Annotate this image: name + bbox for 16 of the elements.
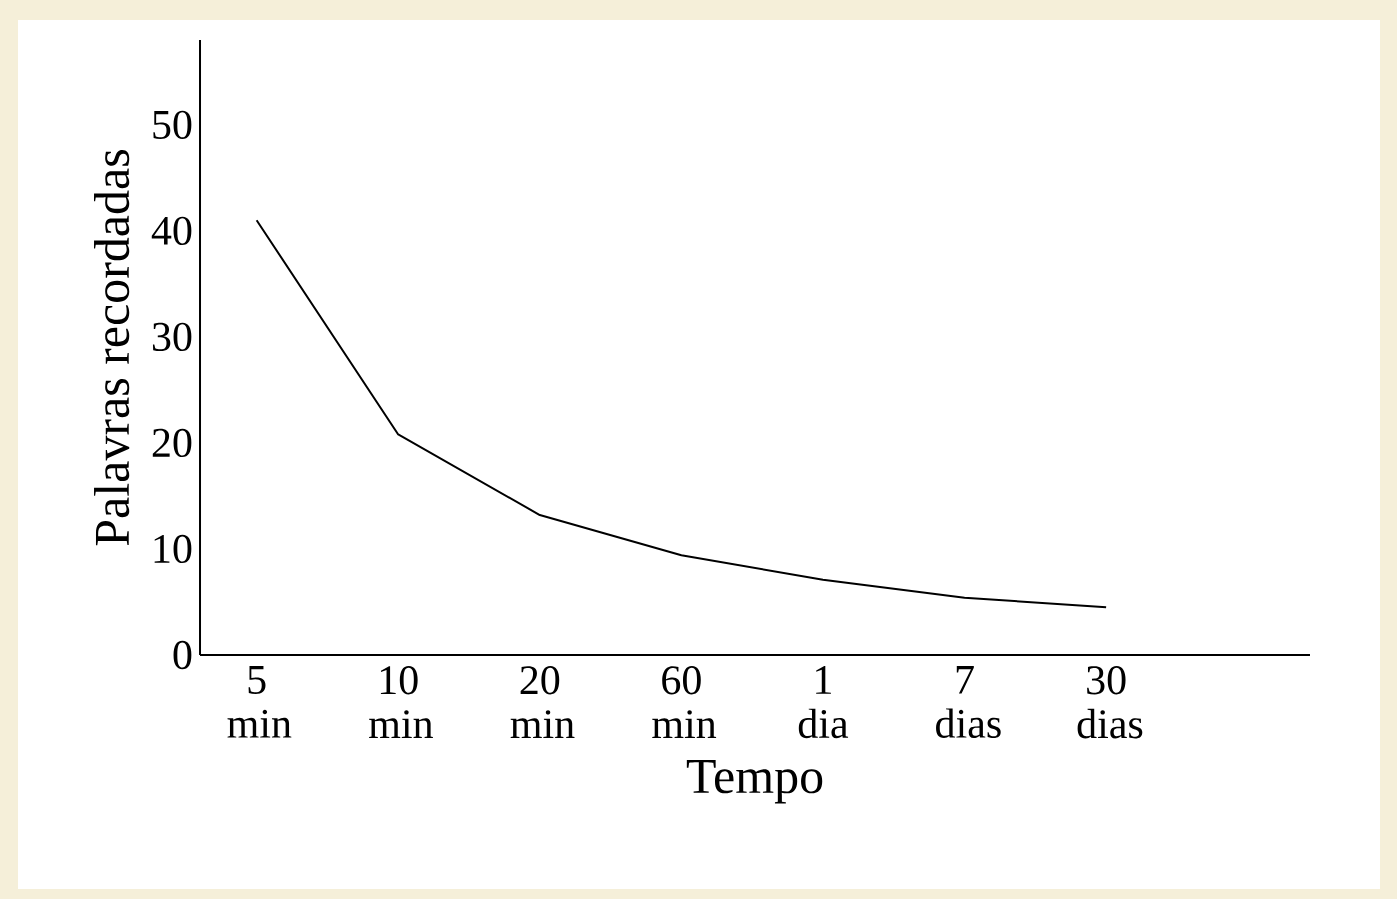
y-tick-label: 40 (151, 216, 192, 246)
x-tick-label: 7 dias (936, 666, 1001, 738)
y-tick-label: 0 (173, 640, 192, 670)
line-series (255, 219, 1108, 609)
x-tick-label: 20 min (510, 666, 575, 738)
y-tick-label: 20 (152, 428, 192, 458)
x-axis-title: Tempo (686, 760, 823, 804)
y-tick-label: 50 (153, 110, 192, 139)
x-tick-label: 1 dia (798, 666, 849, 739)
x-tick-label: 30 dias (1077, 666, 1143, 739)
x-tick-label: 10 min (369, 666, 433, 738)
y-axis-title: Palavras recordadas (94, 150, 130, 546)
x-tick-label: 5 min (227, 666, 292, 738)
y-tick-label: 30 (152, 322, 192, 352)
x-tick-label: 60 min (652, 666, 717, 738)
y-tick-label: 10 (154, 534, 192, 564)
